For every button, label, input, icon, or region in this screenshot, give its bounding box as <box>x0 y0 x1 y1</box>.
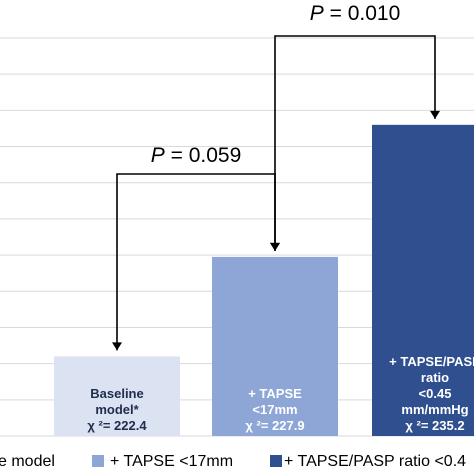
legend-swatch <box>92 455 104 467</box>
legend: e model + TAPSE <17mm + TAPSE/PASP ratio <… <box>0 450 474 474</box>
bar <box>212 256 338 436</box>
bar <box>372 124 474 436</box>
significance-brackets: P = 0.059 P = 0.010 <box>112 2 440 351</box>
bar-value-label: <0.45 <box>419 386 452 401</box>
legend-background <box>0 450 474 474</box>
bar-value-label: Baseline <box>90 386 143 401</box>
bar-value-label: χ ²= 222.4 <box>87 418 147 433</box>
bar-value-label: χ ²= 235.2 <box>405 418 464 433</box>
bar-value-label: mm/mmHg <box>401 402 468 417</box>
bar-value-label: χ ²= 227.9 <box>245 418 304 433</box>
bar-value-label: + TAPSE <box>248 386 302 401</box>
bar <box>54 356 180 436</box>
legend-swatch <box>270 455 282 467</box>
bracket-line <box>274 35 436 251</box>
legend-label: + TAPSE/PASP ratio <0.4 <box>284 453 466 470</box>
p-value-label: P = 0.010 <box>310 2 401 25</box>
bars <box>54 124 474 436</box>
bar-value-label: + TAPSE/PASP <box>389 354 474 369</box>
bar-value-label: model* <box>95 402 139 417</box>
legend-label: + TAPSE <17mm <box>110 453 233 470</box>
arrowhead <box>112 342 122 351</box>
arrowhead <box>430 110 440 119</box>
p-value-label: P = 0.059 <box>151 144 242 167</box>
bar-value-label: <17mm <box>252 402 297 417</box>
arrowhead <box>270 242 280 251</box>
legend-label: e model <box>0 453 55 470</box>
bar-value-label: ratio <box>421 370 449 385</box>
